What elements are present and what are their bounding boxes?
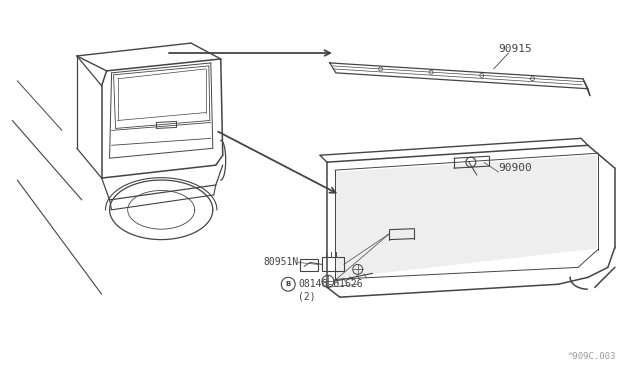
Text: 08146-61626: 08146-61626	[298, 279, 363, 289]
Text: 90915: 90915	[499, 44, 532, 54]
Text: B: B	[285, 281, 291, 287]
Text: ^909C.003: ^909C.003	[568, 352, 616, 361]
Text: 90900: 90900	[499, 163, 532, 173]
Bar	[300, 259, 318, 271]
Bar	[322, 257, 344, 271]
Text: 80951N: 80951N	[263, 257, 298, 267]
Polygon shape	[336, 155, 597, 278]
Text: (2): (2)	[298, 291, 316, 301]
